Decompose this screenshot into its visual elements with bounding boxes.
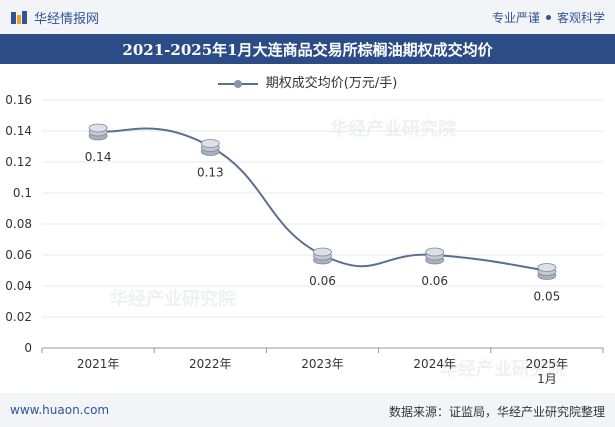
data-point-coin-icon bbox=[425, 247, 445, 265]
x-tick-label: 2024年 bbox=[413, 357, 456, 371]
top-bar: 华经情报网 专业严谨 客观科学 bbox=[0, 0, 615, 34]
data-label: 0.06 bbox=[421, 274, 448, 288]
watermark: 华经产业研究院 bbox=[330, 119, 456, 140]
y-tick-label: 0 bbox=[24, 341, 32, 355]
watermark: 华经产业研究院 bbox=[440, 359, 566, 380]
data-point-coin-icon bbox=[313, 247, 332, 265]
y-tick-label: 0.06 bbox=[5, 248, 32, 262]
footer-source: 数据来源：证监局，华经产业研究院整理 bbox=[388, 405, 605, 419]
watermark: 华经产业研究院 bbox=[110, 289, 236, 310]
tagline-dot-icon bbox=[545, 15, 551, 20]
brand[interactable]: 华经情报网 bbox=[10, 8, 99, 27]
chart-title-bar: 2021-2025年1月大连商品交易所棕榈油期权成交均价 bbox=[0, 34, 615, 64]
data-label: 0.14 bbox=[85, 150, 112, 164]
y-tick-label: 0.12 bbox=[5, 155, 32, 169]
y-tick-label: 0.08 bbox=[5, 217, 32, 231]
chart-legend[interactable]: 期权成交均价(万元/手) bbox=[0, 72, 615, 91]
y-axis-ticks: 0 0.02 0.04 0.06 0.08 0.1 0.12 0.14 0.16 bbox=[5, 93, 32, 355]
tagline-right: 客观科学 bbox=[556, 11, 605, 25]
data-point-coin-icon bbox=[200, 139, 220, 156]
footer: www.huaon.com 数据来源：证监局，华经产业研究院整理 bbox=[0, 393, 615, 427]
data-label: 0.13 bbox=[197, 166, 224, 180]
y-tick-label: 0.04 bbox=[5, 279, 32, 293]
brand-name: 华经情报网 bbox=[34, 12, 100, 27]
data-label: 0.06 bbox=[309, 274, 336, 288]
y-tick-label: 0.14 bbox=[5, 124, 32, 138]
data-label: 0.05 bbox=[534, 290, 561, 304]
data-point-coin-icon bbox=[88, 123, 108, 141]
x-tick-label: 2021年 bbox=[77, 357, 120, 371]
legend-label: 期权成交均价(万元/手) bbox=[265, 76, 398, 91]
footer-website-link[interactable]: www.huaon.com bbox=[10, 403, 110, 417]
y-tick-label: 0.1 bbox=[13, 186, 32, 200]
x-tick-label: 2025年 1月 bbox=[526, 357, 569, 386]
chart-title: 2021-2025年1月大连商品交易所棕榈油期权成交均价 bbox=[122, 40, 493, 59]
x-tick-label: 2023年 bbox=[301, 357, 344, 371]
data-point-coin-icon bbox=[537, 263, 557, 280]
chart-grid bbox=[42, 99, 603, 349]
tagline: 专业严谨 客观科学 bbox=[492, 9, 605, 26]
x-tick-label: 2022年 bbox=[189, 357, 232, 371]
brand-logo-icon bbox=[10, 10, 28, 26]
data-markers bbox=[88, 123, 557, 280]
y-tick-label: 0.02 bbox=[5, 310, 32, 324]
tagline-left: 专业严谨 bbox=[491, 11, 540, 25]
data-labels: 0.14 0.13 0.06 0.06 0.05 bbox=[85, 150, 561, 304]
legend-line-icon bbox=[217, 79, 258, 88]
y-tick-label: 0.16 bbox=[5, 93, 32, 107]
x-axis-ticks: 2021年 2022年 2023年 2024年 2025年 1月 bbox=[41, 348, 604, 386]
